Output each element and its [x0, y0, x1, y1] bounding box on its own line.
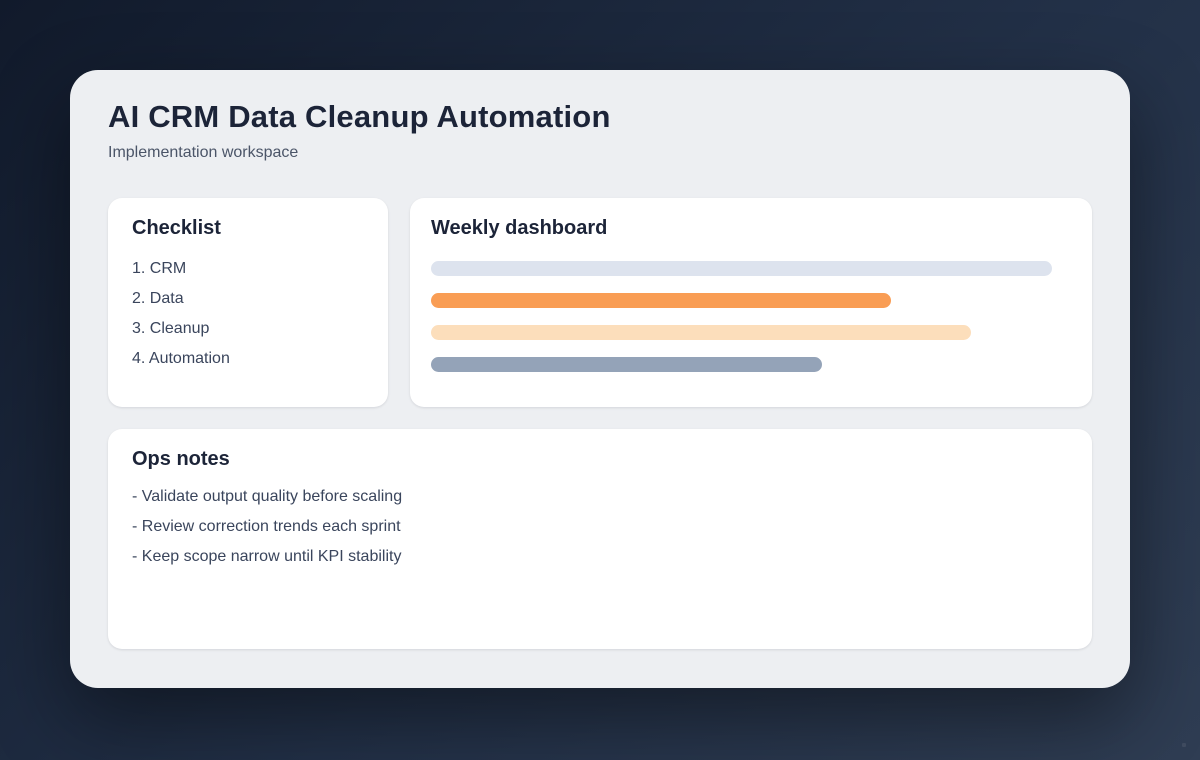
checklist-heading: Checklist	[132, 217, 221, 239]
metric-bar-orange	[431, 293, 891, 308]
checklist-item-data: 2. Data	[132, 290, 184, 307]
ops-note-scope: - Keep scope narrow until KPI stability	[132, 548, 402, 565]
ops-note-review: - Review correction trends each sprint	[132, 518, 401, 535]
checklist-item-cleanup: 3. Cleanup	[132, 320, 210, 337]
ops-note-validate: - Validate output quality before scaling	[132, 488, 403, 505]
dashboard-bars	[431, 261, 1052, 372]
metric-bar-track	[431, 261, 1052, 276]
ops-notes-card: Ops notes - Validate output quality befo…	[108, 429, 1092, 649]
weekly-dashboard-card: Weekly dashboard	[410, 198, 1092, 407]
metric-bar-slate	[431, 357, 823, 372]
dashboard-heading: Weekly dashboard	[431, 217, 608, 239]
workspace-panel: AI CRM Data Cleanup Automation Implement…	[70, 70, 1130, 688]
top-cards-row: Checklist 1. CRM 2. Data 3. Cleanup 4. A…	[108, 198, 1092, 407]
checklist-item-crm: 1. CRM	[132, 260, 187, 277]
page-subtitle: Implementation workspace	[108, 144, 299, 161]
metric-bar-peach	[431, 325, 972, 340]
checklist-card: Checklist 1. CRM 2. Data 3. Cleanup 4. A…	[108, 198, 388, 407]
checklist-items: 1. CRM 2. Data 3. Cleanup 4. Automation	[132, 254, 364, 374]
checklist-item-automation: 4. Automation	[132, 350, 230, 367]
ops-notes-heading: Ops notes	[132, 448, 230, 470]
page-title: AI CRM Data Cleanup Automation	[108, 99, 611, 134]
corner-dot	[1182, 743, 1186, 747]
ops-notes-items: - Validate output quality before scaling…	[132, 482, 1068, 572]
